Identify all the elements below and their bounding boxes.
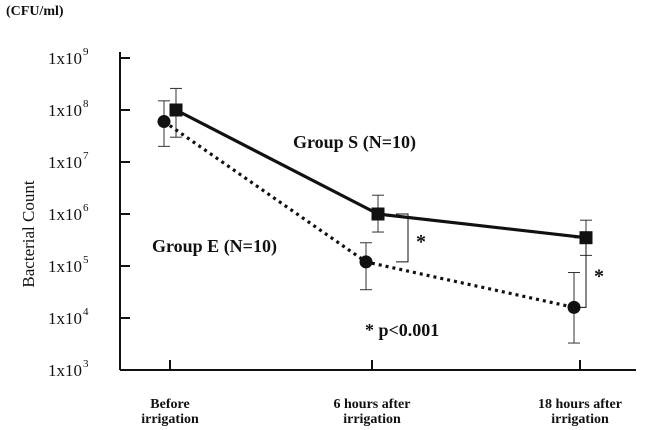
x-tick-label: 6 hours after: [334, 397, 411, 412]
data-point-circle: [359, 255, 373, 269]
y-tick-exponent: 9: [83, 46, 89, 58]
series-label-group-e: Group E (N=10): [152, 236, 277, 257]
y-tick-exponent: 3: [83, 358, 89, 370]
significance-star: *: [594, 266, 604, 288]
y-tick-exponent: 6: [83, 202, 89, 214]
significance-bracket: [574, 237, 587, 308]
y-axis-title: Bacterial Count: [19, 180, 38, 287]
series-label-group-s: Group S (N=10): [293, 132, 416, 153]
x-tick-label: irrigation: [343, 412, 401, 427]
x-tick-label: irrigation: [551, 412, 609, 427]
x-tick-label: 18 hours after: [538, 397, 622, 412]
y-tick-label: 1x10: [48, 205, 82, 224]
y-tick-exponent: 5: [83, 254, 89, 266]
y-tick-exponent: 7: [83, 150, 89, 162]
x-tick-label: irrigation: [141, 412, 199, 427]
labels-layer: Bacterial Count Group S (N=10) Group E (N=…: [19, 132, 439, 340]
y-tick-label: 1x10: [48, 257, 82, 276]
significance-star: *: [416, 231, 426, 253]
y-tick-label: 1x10: [48, 153, 82, 172]
p-value-annotation: * p<0.001: [365, 320, 439, 340]
y-tick-label: 1x10: [48, 101, 82, 120]
x-tick-label: Before: [150, 397, 189, 412]
data-point-square: [371, 207, 385, 221]
y-axis-unit: (CFU/ml): [6, 4, 64, 19]
y-tick-exponent: 8: [83, 98, 89, 110]
y-tick-label: 1x10: [48, 309, 82, 328]
data-point-circle: [157, 115, 171, 129]
y-tick-label: 1x10: [48, 361, 82, 380]
significance-bracket: [396, 213, 409, 263]
y-tick-label: 1x10: [48, 49, 82, 68]
y-tick-exponent: 4: [83, 306, 89, 318]
series-layer: [157, 87, 593, 344]
significance-layer: **: [396, 213, 604, 308]
data-point-square: [169, 103, 183, 117]
